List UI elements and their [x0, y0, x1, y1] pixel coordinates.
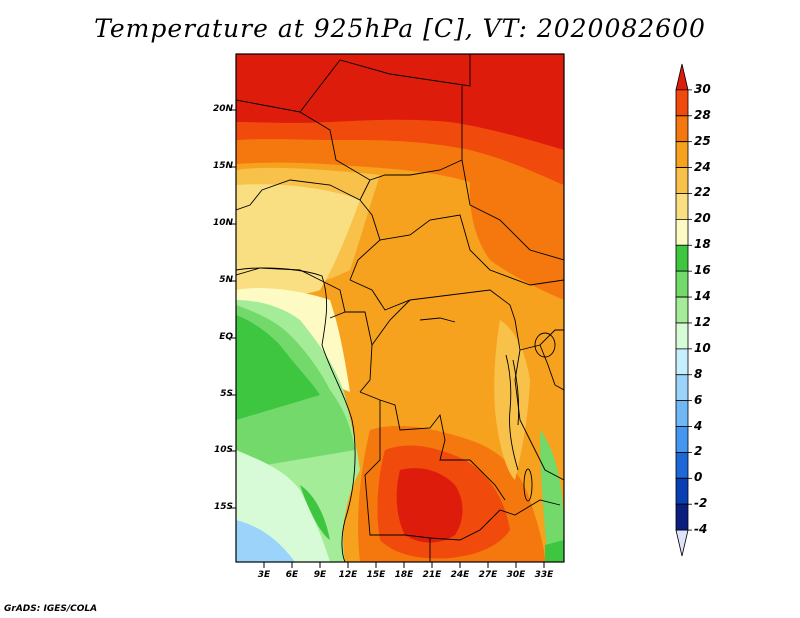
colorbar-label: 22	[694, 185, 711, 200]
x-tick-label: 30E	[506, 570, 526, 580]
y-tick-label: 10N	[212, 218, 233, 228]
x-tick-label: 33E	[534, 570, 554, 580]
x-tick-label: 9E	[313, 570, 327, 580]
x-tick-label: 15E	[366, 570, 386, 580]
y-tick-label: 5S	[220, 389, 233, 399]
colorbar-label: 8	[694, 366, 703, 381]
colorbar-label: 24	[694, 159, 711, 174]
x-tick-label: 27E	[478, 570, 498, 580]
x-tick-label: 21E	[422, 570, 442, 580]
colorbar-label: 18	[694, 237, 711, 252]
y-tick-label: EQ	[219, 332, 233, 342]
colorbar-label: 25	[694, 133, 711, 148]
colorbar-segment	[675, 296, 689, 324]
colorbar-segment	[675, 244, 689, 272]
colorbar-segment	[675, 270, 689, 298]
colorbar-label: 6	[694, 392, 703, 407]
colorbar-segment	[675, 115, 689, 143]
colorbar-label: 16	[694, 263, 711, 278]
temperature-field	[236, 54, 564, 562]
colorbar-label: 30	[694, 81, 711, 96]
x-tick-label: 24E	[450, 570, 470, 580]
colorbar-label: 28	[694, 107, 711, 122]
colorbar-segment	[675, 89, 689, 117]
x-tick-label: 6E	[285, 570, 299, 580]
lakes-coast	[236, 267, 556, 562]
colorbar-segment	[675, 141, 689, 168]
colorbar-segment	[675, 63, 689, 91]
colorbar-segment	[675, 503, 689, 531]
colorbar-segment	[675, 426, 689, 453]
colorbar	[675, 63, 692, 557]
footer-credit: GrADS: IGES/COLA	[4, 604, 98, 614]
colorbar-segment	[675, 348, 689, 376]
y-tick-marks	[229, 109, 236, 509]
colorbar-segment	[675, 477, 689, 505]
colorbar-label: 2	[694, 444, 703, 459]
y-tick-label: 5N	[219, 275, 233, 285]
colorbar-segment	[675, 452, 689, 479]
colorbar-segment	[675, 167, 689, 194]
colorbar-segment	[675, 322, 689, 350]
map-frame	[235, 53, 565, 563]
colorbar-label: 4	[694, 418, 703, 433]
x-tick-marks	[263, 562, 545, 568]
y-tick-label: 10S	[213, 445, 233, 455]
colorbar-label: 20	[694, 211, 711, 226]
colorbar-label: 12	[694, 314, 711, 329]
colorbar-label: 0	[694, 470, 703, 485]
colorbar-segment	[675, 400, 689, 427]
country-borders	[236, 54, 564, 562]
colorbar-segment	[675, 218, 689, 246]
y-tick-label: 20N	[212, 104, 233, 114]
y-tick-label: 15S	[213, 502, 233, 512]
colorbar-label: 10	[694, 340, 711, 355]
colorbar-segment	[675, 193, 689, 220]
x-tick-label: 3E	[257, 570, 271, 580]
colorbar-segment	[675, 374, 689, 402]
colorbar-label: -4	[694, 522, 708, 537]
x-tick-label: 18E	[394, 570, 414, 580]
y-tick-label: 15N	[212, 161, 233, 171]
map-title: Temperature at 925hPa [C], VT: 202008260…	[94, 14, 706, 43]
colorbar-label: 14	[694, 289, 711, 304]
colorbar-segment	[675, 529, 689, 557]
colorbar-label: -2	[694, 496, 708, 511]
x-tick-label: 12E	[338, 570, 358, 580]
